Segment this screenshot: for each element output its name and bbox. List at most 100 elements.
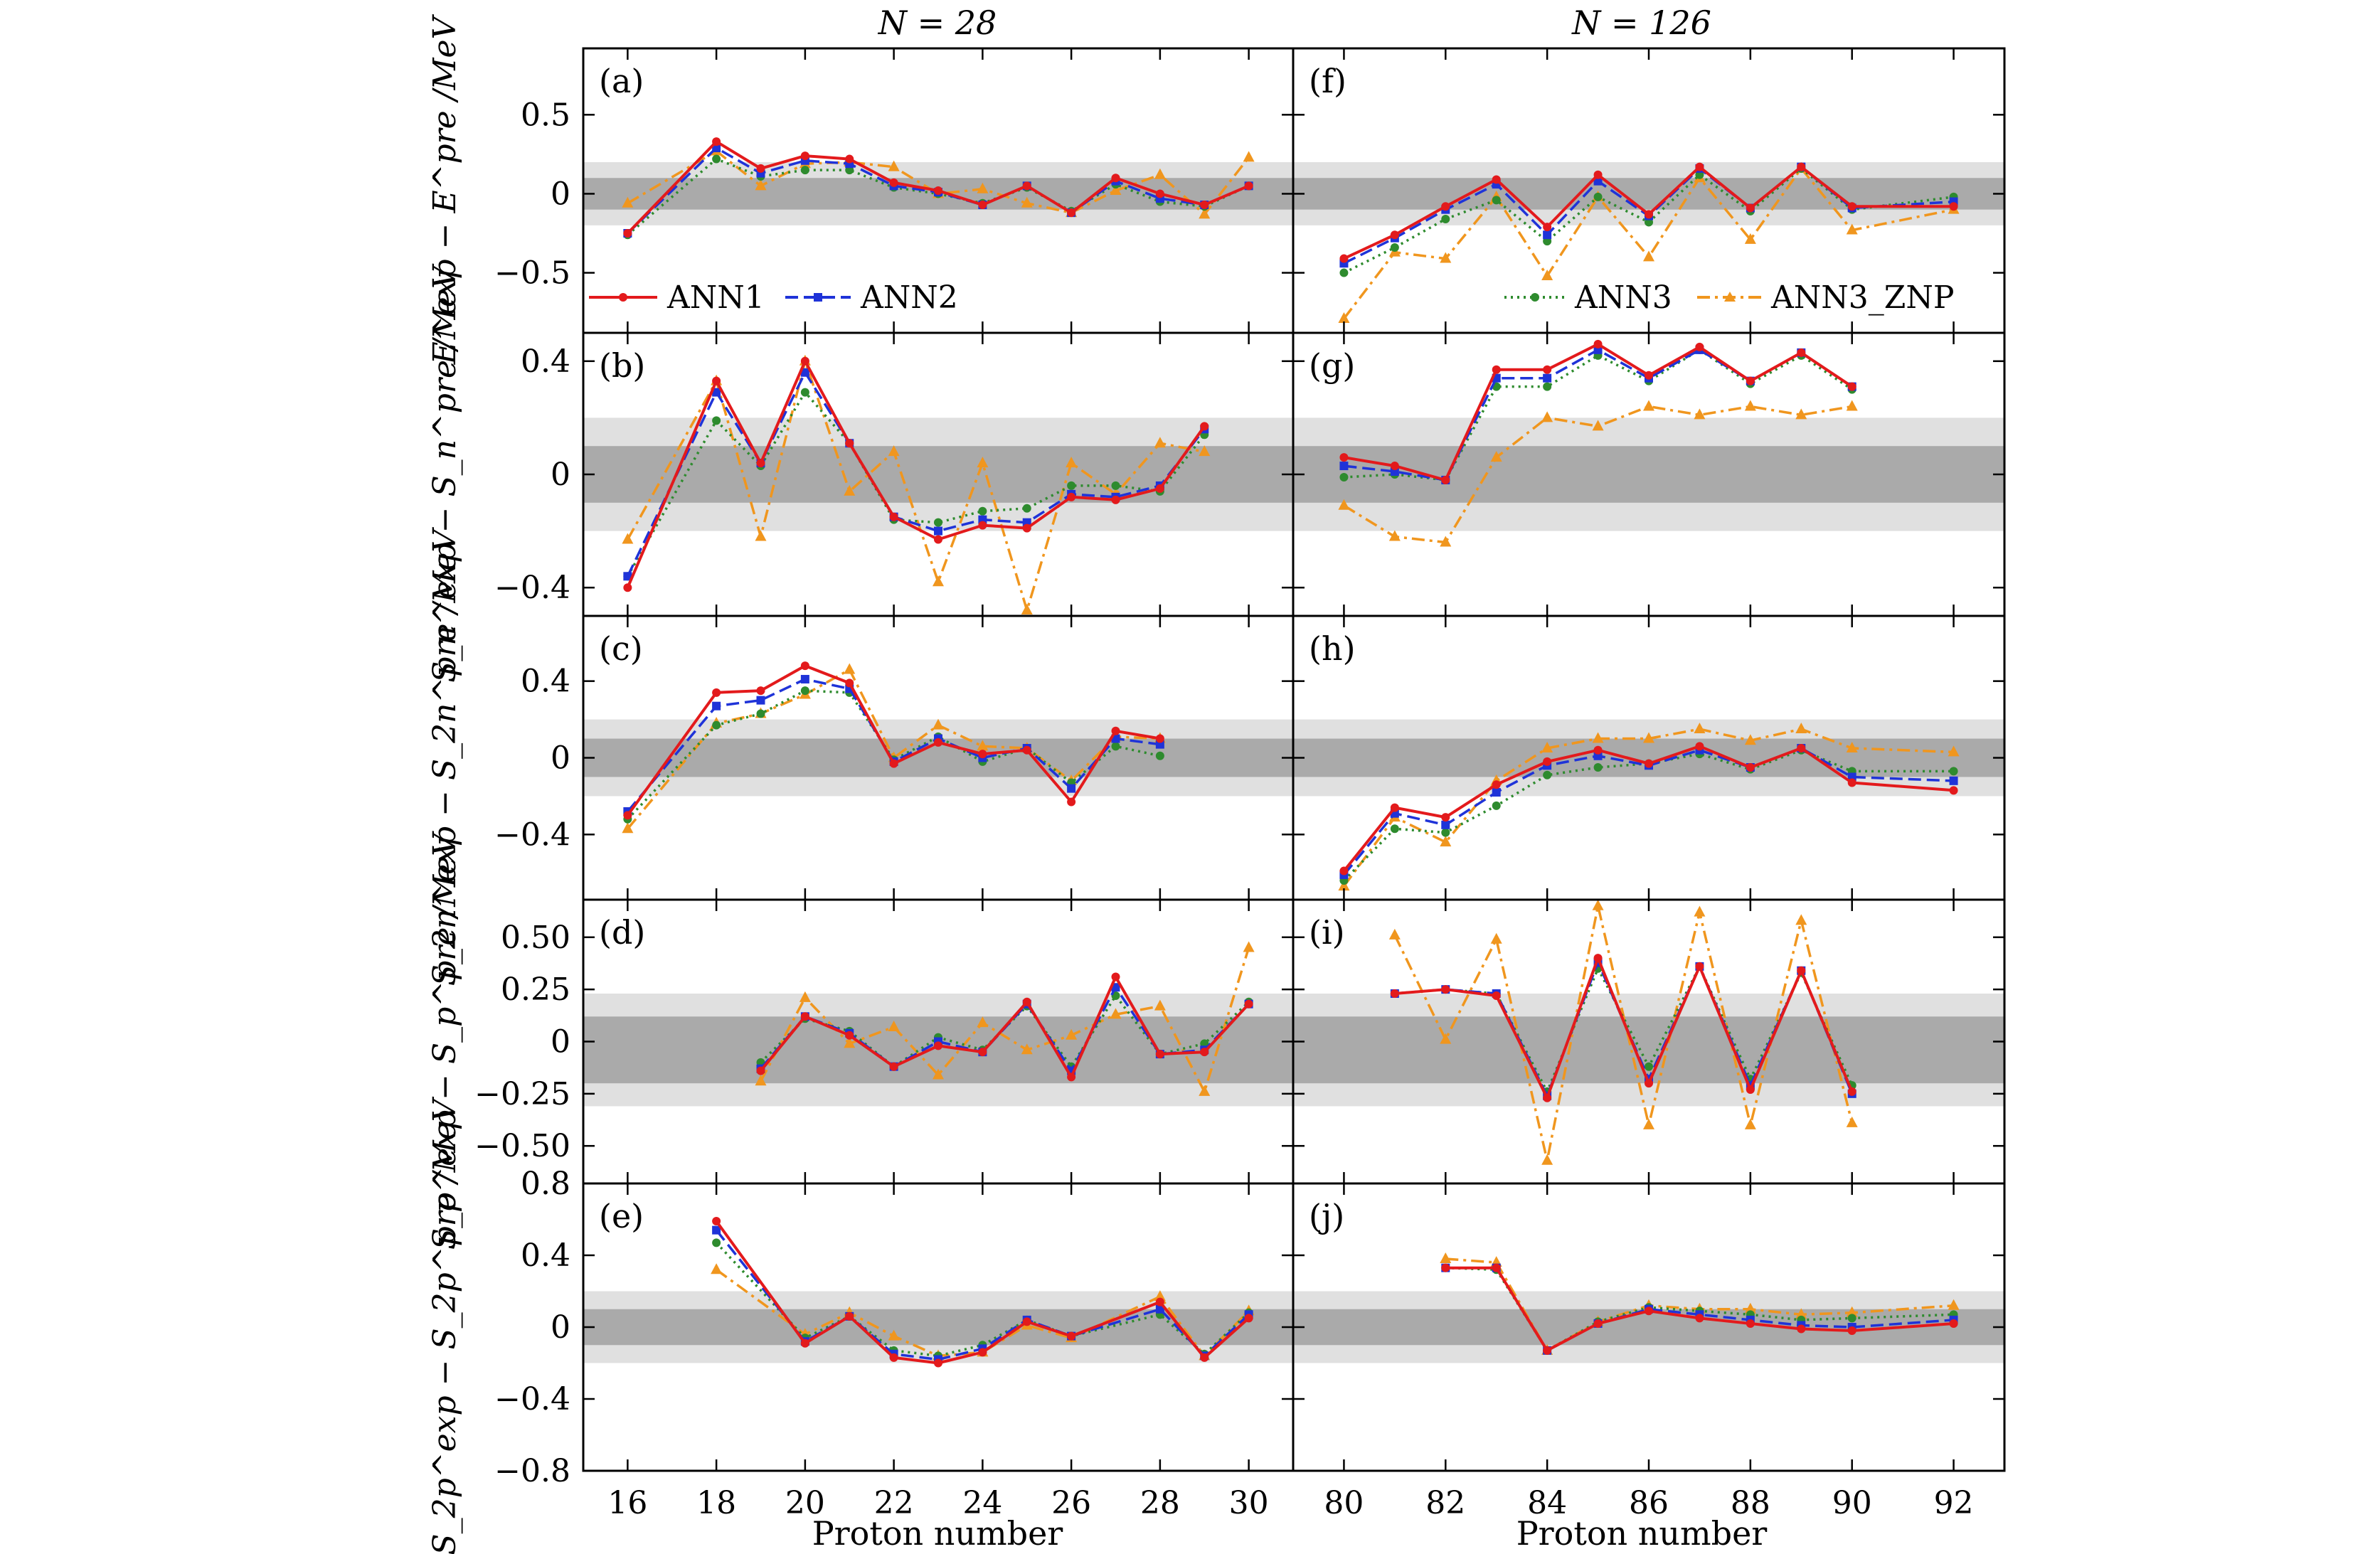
point-ann3-b-6 (934, 518, 942, 527)
x-tick-label-row4-col1-2: 84 (1527, 1485, 1567, 1521)
point-ann3_znp-h-8 (1744, 734, 1756, 745)
point-ann1-e-8 (1155, 1297, 1164, 1306)
point-ann1-d-11 (1244, 999, 1253, 1008)
point-ann1-b-9 (1067, 492, 1076, 501)
point-ann1-b-0 (623, 583, 632, 592)
point-ann1-j-3 (1593, 1319, 1603, 1328)
point-ann3_znp-h-2 (1440, 836, 1452, 847)
point-ann3-b-10 (1111, 481, 1120, 490)
point-ann1-g-10 (1847, 382, 1856, 391)
x-tick-label-row4-col0-3: 22 (874, 1485, 914, 1521)
panel-label-c: (c) (599, 629, 643, 668)
series-line-ann3_znp-e (716, 1268, 1250, 1358)
point-ann3_znp-b-5 (888, 445, 900, 457)
panel-label-i: (i) (1309, 913, 1345, 952)
point-ann2-e-8 (1155, 1304, 1164, 1314)
point-ann3_znp-f-6 (1643, 250, 1654, 262)
series-group-row2-col1 (1338, 723, 1960, 891)
point-ann1-e-6 (1022, 1317, 1031, 1326)
point-ann3_znp-g-1 (1388, 530, 1401, 541)
point-ann3_znp-g-4 (1541, 411, 1553, 422)
point-ann1-c-3 (800, 661, 809, 671)
point-ann3_znp-i-1 (1440, 1033, 1452, 1044)
point-ann1-j-0 (1441, 1263, 1450, 1272)
point-ann1-h-2 (1441, 813, 1450, 822)
point-ann3_znp-h-4 (1541, 742, 1553, 753)
point-ann2-g-4 (1543, 373, 1552, 383)
point-ann1-j-2 (1543, 1346, 1552, 1355)
point-ann1-e-3 (889, 1353, 898, 1362)
panel-label-b: (b) (599, 346, 645, 385)
point-ann1-b-2 (756, 459, 765, 468)
point-ann1-b-1 (712, 376, 721, 385)
point-ann2-c-2 (756, 696, 765, 705)
point-ann1-j-9 (1949, 1319, 1958, 1328)
point-ann1-f-11 (1949, 202, 1958, 211)
point-ann1-c-2 (756, 686, 765, 696)
legend-marker-ann1 (619, 293, 627, 302)
point-ann1-e-5 (978, 1348, 987, 1357)
point-ann1-h-8 (1746, 762, 1755, 772)
point-ann3_znp-a-0 (622, 196, 634, 208)
point-ann3_znp-c-6 (933, 718, 944, 730)
series-group-row1-col1 (1338, 339, 1858, 547)
x-tick-label-row4-col0-6: 28 (1140, 1485, 1180, 1521)
x-tick-label-row4-col0-7: 30 (1229, 1485, 1269, 1521)
point-ann3_znp-g-8 (1744, 400, 1756, 411)
point-ann3_znp-a-5 (888, 160, 900, 171)
point-ann3_znp-b-9 (1066, 457, 1078, 468)
point-ann3-f-0 (1339, 268, 1349, 277)
series-group-row2-col0 (622, 661, 1166, 834)
point-ann1-c-11 (1155, 734, 1164, 743)
point-ann3-f-3 (1492, 196, 1501, 205)
point-ann1-d-1 (800, 1012, 809, 1021)
point-ann3_znp-f-8 (1744, 233, 1756, 244)
point-ann3_znp-b-0 (622, 533, 634, 544)
legend-marker-ann2 (814, 293, 822, 302)
point-ann3_znp-b-2 (755, 530, 767, 541)
point-ann3_znp-e-3 (888, 1329, 900, 1341)
point-ann1-c-1 (712, 688, 721, 697)
y-tick-label-row0-col0-0: 0.5 (521, 97, 570, 133)
point-ann3_znp-c-4 (844, 663, 856, 674)
point-ann3_znp-a-10 (1110, 184, 1122, 195)
series-line-ann1-f (1343, 165, 1954, 260)
point-ann1-a-2 (756, 164, 765, 173)
point-ann3_znp-d-5 (977, 1016, 989, 1028)
x-tick-label-row4-col1-3: 86 (1629, 1485, 1669, 1521)
point-ann1-h-7 (1695, 742, 1704, 751)
point-ann1-g-0 (1339, 453, 1349, 462)
series-line-ann1-c (626, 664, 1161, 816)
point-ann3_znp-d-4 (933, 1068, 944, 1080)
point-ann3_znp-j-6 (1744, 1302, 1756, 1314)
point-ann3_znp-i-7 (1744, 1118, 1756, 1129)
point-ann2-b-6 (934, 526, 942, 536)
legend: ANN1 ANN2 ANN3 ANN3_ZNP (589, 280, 1954, 316)
point-ann1-j-6 (1746, 1319, 1755, 1328)
inner-band-row1-col1 (1293, 446, 2004, 503)
y-tick-label-row0-col0-1: 0 (551, 176, 570, 212)
point-ann3_znp-d-2 (844, 1037, 856, 1048)
point-ann3_znp-i-2 (1490, 932, 1502, 944)
point-ann3_znp-f-10 (1846, 223, 1858, 235)
point-ann1-b-4 (845, 439, 854, 448)
y-tick-label-row2-col0-2: −0.4 (494, 816, 570, 853)
series-group-row3-col0 (755, 941, 1255, 1096)
series-group-row3-col1 (1388, 900, 1858, 1165)
point-ann1-g-1 (1390, 462, 1399, 471)
series-line-ann3_znp-d (759, 947, 1250, 1093)
point-ann1-g-6 (1645, 371, 1653, 380)
point-ann3-g-0 (1339, 472, 1349, 481)
x-tick-label-row4-col0-5: 26 (1051, 1485, 1091, 1521)
point-ann3_znp-i-3 (1541, 1154, 1553, 1165)
point-ann1-f-4 (1543, 223, 1552, 232)
point-ann1-a-0 (623, 229, 632, 238)
legend-label-ann3-znp: ANN3_ZNP (1770, 280, 1954, 316)
point-ann1-e-1 (800, 1339, 809, 1348)
point-ann3_znp-e-8 (1154, 1290, 1166, 1302)
series-line-ann3_znp-j (1445, 1257, 1954, 1352)
y-tick-label-row4-col0-4: −0.8 (494, 1453, 570, 1489)
point-ann3-b-9 (1067, 481, 1076, 490)
point-ann3-c-1 (712, 720, 721, 730)
point-ann3_znp-a-12 (1199, 208, 1211, 219)
